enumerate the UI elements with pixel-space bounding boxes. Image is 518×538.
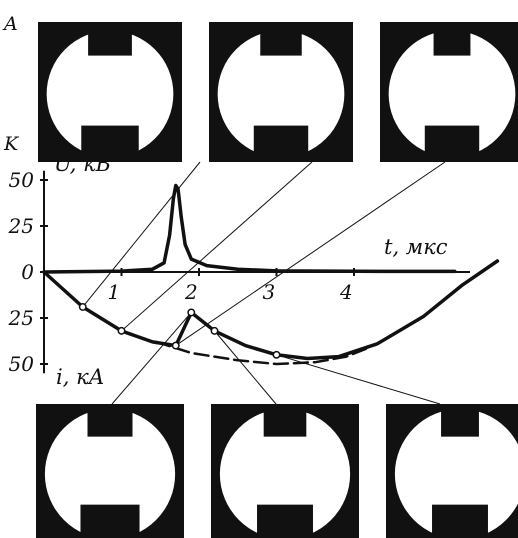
electrode-top <box>441 404 479 437</box>
data-marker <box>272 350 281 359</box>
connector-line <box>121 161 313 332</box>
connector-line <box>214 330 277 405</box>
series-layer <box>42 183 500 366</box>
frame-number: 4 <box>161 513 174 535</box>
data-marker <box>171 341 180 350</box>
connector-line <box>82 161 201 308</box>
x-tick-label: 2 <box>184 280 198 304</box>
electrode-top <box>433 22 471 56</box>
electrode-top <box>260 22 302 56</box>
electrode-bottom <box>424 125 480 162</box>
frame-3: 3 <box>380 22 518 162</box>
frame-disc <box>44 408 176 538</box>
frame-number: 5 <box>337 513 349 535</box>
series-current <box>42 259 500 361</box>
x-tick-label: 4 <box>339 280 353 304</box>
markers-layer <box>78 303 281 359</box>
y-axis-label-voltage: U, кВ <box>54 152 111 176</box>
data-marker <box>187 308 196 317</box>
electrode-bottom <box>257 504 313 538</box>
connector-line <box>175 161 446 347</box>
panel-label-k: K <box>3 133 20 155</box>
frames-layer: 1 2 3 4 5 6 <box>36 22 518 538</box>
data-marker <box>78 303 87 311</box>
y-tick-label: 25 <box>8 214 34 238</box>
series-current_undisturbed <box>155 340 371 366</box>
x-axis-label: t, мкс <box>384 235 448 259</box>
electrode-bottom <box>253 125 309 162</box>
frame-number: 3 <box>502 135 514 157</box>
frame-disc <box>46 30 174 158</box>
frame-1: 1 <box>38 22 182 162</box>
frame-number: 6 <box>512 513 518 535</box>
connector-line <box>111 312 192 405</box>
data-marker <box>210 326 219 335</box>
frame-5: 5 <box>211 404 359 538</box>
connector-lines <box>82 161 446 405</box>
frame-6: 6 <box>386 404 518 538</box>
frame-4: 4 <box>36 404 184 538</box>
axis-ticks: 1 2 3 4 50 25 0 25 50 <box>8 168 355 376</box>
y-tick-label: 50 <box>9 352 35 376</box>
frame-disc <box>219 408 351 538</box>
electrode-top <box>88 22 132 56</box>
y-tick-label: 25 <box>8 306 34 330</box>
frame-number: 2 <box>330 135 343 157</box>
electrode-bottom <box>432 504 488 538</box>
series-voltage <box>42 183 457 274</box>
chart: 1 2 3 4 50 25 0 25 50 U, кВ i, кА t, мкс <box>8 152 500 389</box>
x-tick-label: 3 <box>263 280 276 304</box>
frame-2: 2 <box>209 22 353 162</box>
panel-label-a: A <box>2 13 18 35</box>
electrode-bottom <box>81 125 139 162</box>
electrode-bottom <box>80 504 140 538</box>
frame-disc <box>217 30 345 158</box>
data-marker <box>117 326 126 335</box>
electrode-top <box>263 404 307 437</box>
x-tick-label: 1 <box>108 280 121 304</box>
electrode-top <box>87 404 133 437</box>
frame-disc <box>388 30 516 158</box>
y-axis-label-current: i, кА <box>56 365 105 389</box>
y-tick-label: 0 <box>21 260 34 284</box>
frame-number: 1 <box>160 135 172 157</box>
y-tick-label: 50 <box>9 168 35 192</box>
